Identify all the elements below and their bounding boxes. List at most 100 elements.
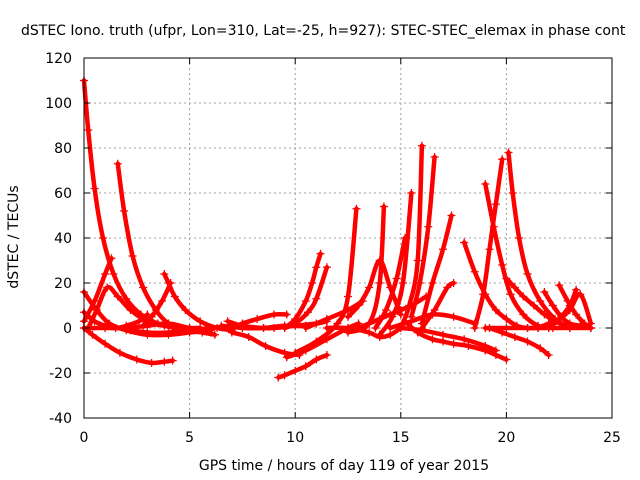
data-point — [259, 324, 268, 332]
data-point — [576, 290, 585, 299]
data-point — [443, 283, 452, 292]
data-point — [413, 256, 422, 265]
data-point — [510, 333, 519, 341]
data-point — [196, 317, 205, 326]
data-point — [90, 184, 99, 193]
data-point — [160, 321, 169, 330]
y-tick-label: 100 — [45, 96, 72, 112]
data-point — [460, 238, 469, 247]
data-point — [417, 326, 426, 335]
data-point — [322, 324, 331, 332]
data-point — [555, 315, 564, 323]
y-tick-label: 120 — [45, 51, 72, 67]
data-point — [498, 155, 507, 164]
data-point — [415, 279, 424, 287]
data-point — [312, 263, 321, 272]
data-point — [143, 328, 152, 337]
y-tick-label: -20 — [49, 366, 72, 382]
series-37-line — [506, 150, 573, 331]
data-point — [392, 274, 401, 283]
data-point — [586, 319, 595, 328]
data-point — [449, 339, 458, 348]
data-point — [439, 330, 448, 339]
data-point — [322, 351, 331, 359]
data-point — [401, 317, 410, 326]
data-point — [502, 324, 511, 332]
data-point — [354, 301, 363, 310]
data-point — [261, 342, 270, 350]
data-point — [90, 297, 99, 305]
data-point — [572, 310, 581, 319]
data-point — [120, 207, 129, 215]
y-tick-label: 60 — [54, 186, 72, 202]
data-point — [280, 348, 289, 357]
data-point — [491, 306, 500, 314]
data-point — [464, 342, 473, 350]
data-point — [523, 270, 532, 278]
data-point — [417, 141, 426, 150]
data-point — [534, 324, 543, 332]
data-point — [344, 306, 352, 314]
x-tick-label: 5 — [185, 430, 194, 446]
data-point — [502, 315, 511, 323]
data-point — [491, 200, 500, 209]
data-point — [238, 324, 247, 332]
data-point — [312, 355, 321, 364]
series-4 — [80, 254, 116, 326]
data-point — [544, 324, 553, 332]
data-point — [126, 306, 135, 314]
data-point — [253, 315, 262, 323]
data-point — [308, 279, 317, 287]
data-point — [576, 321, 585, 330]
data-point — [312, 294, 321, 303]
data-point — [510, 283, 519, 292]
data-point — [449, 312, 458, 321]
data-point — [113, 292, 122, 301]
data-point — [489, 222, 498, 231]
data-point — [168, 356, 177, 365]
data-point — [132, 355, 141, 364]
data-point — [523, 324, 532, 332]
data-point — [430, 153, 439, 161]
x-tick-label: 20 — [497, 430, 515, 446]
series-44-line — [546, 287, 579, 331]
series-29-line — [419, 213, 454, 326]
data-point — [375, 330, 384, 339]
series-17 — [274, 351, 331, 382]
data-point — [280, 324, 289, 332]
data-point — [485, 245, 494, 254]
data-point — [548, 301, 557, 310]
series-44 — [544, 285, 581, 332]
y-axis-label: dSTEC / TECUs — [6, 185, 22, 288]
data-point — [164, 328, 173, 337]
data-point — [223, 317, 232, 326]
series-30-line — [419, 280, 456, 331]
data-point — [122, 294, 131, 303]
data-point — [502, 355, 511, 364]
data-point — [388, 312, 397, 321]
data-point — [352, 204, 361, 213]
data-point — [565, 301, 574, 310]
data-point — [479, 290, 488, 299]
series-28-line — [409, 154, 437, 320]
data-point — [555, 281, 564, 290]
data-point — [470, 324, 479, 332]
data-point — [379, 202, 388, 211]
series-35 — [470, 155, 507, 332]
data-point — [113, 159, 122, 168]
data-point — [322, 315, 331, 323]
data-point — [301, 297, 310, 305]
data-point — [185, 326, 194, 335]
data-point — [396, 306, 405, 314]
data-point — [491, 346, 500, 355]
data-point — [344, 328, 352, 337]
series-24 — [344, 202, 388, 337]
data-point — [322, 263, 331, 272]
data-point — [365, 283, 374, 292]
data-point — [227, 328, 236, 337]
series-32 — [401, 317, 511, 364]
data-point — [107, 254, 116, 263]
data-point — [206, 324, 215, 332]
data-point — [158, 297, 167, 305]
series-16 — [280, 263, 331, 332]
